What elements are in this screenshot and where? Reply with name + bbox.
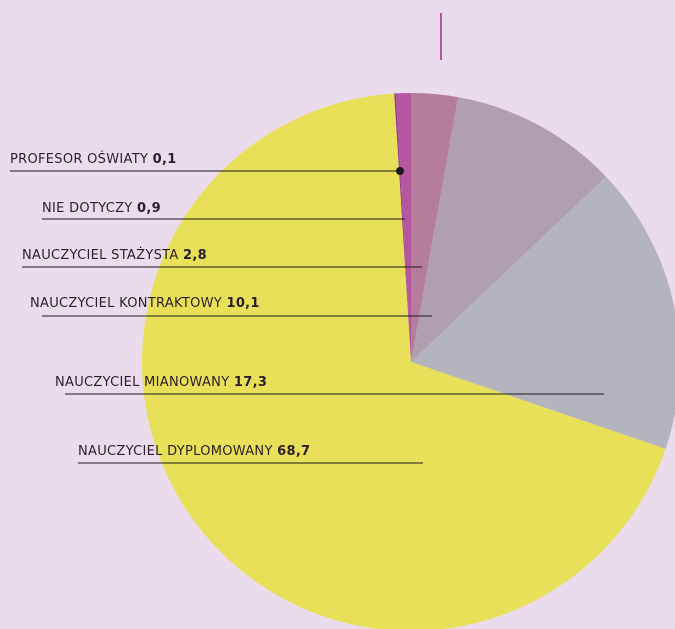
pie-slice: [394, 93, 411, 363]
pie-slice: [395, 93, 412, 362]
pie-slice: [411, 93, 459, 362]
pie: [142, 93, 675, 629]
value-label: 0,1: [153, 152, 177, 167]
category-name: NAUCZYCIEL STAŻYSTA: [22, 247, 179, 263]
slice-label: NAUCZYCIEL MIANOWANY 17,3: [55, 375, 267, 390]
value-label: 10,1: [226, 296, 259, 311]
slice-label: NIE DOTYCZY 0,9: [42, 201, 161, 216]
category-name: NAUCZYCIEL MIANOWANY: [55, 375, 229, 390]
slice-label: NAUCZYCIEL KONTRAKTOWY 10,1: [30, 296, 260, 311]
labels: PROFESOR OŚWIATY 0,1 NIE DOTYCZY 0,9 NAUCZ…: [10, 151, 604, 464]
category-name: NAUCZYCIEL DYPLOMOWANY: [78, 444, 273, 459]
slice-label: PROFESOR OŚWIATY 0,1: [10, 151, 177, 167]
category-name: NAUCZYCIEL KONTRAKTOWY: [30, 296, 222, 311]
value-label: 0,9: [137, 201, 161, 216]
slice-label: NAUCZYCIEL DYPLOMOWANY 68,7: [78, 444, 310, 459]
value-label: 68,7: [277, 444, 310, 459]
pie-slice: [142, 93, 666, 629]
value-label: 17,3: [234, 375, 267, 390]
slice-label: NAUCZYCIEL STAŻYSTA 2,8: [22, 247, 207, 263]
leader-dot: [396, 167, 404, 175]
pie-slice: [411, 176, 675, 449]
category-name: NIE DOTYCZY: [42, 201, 133, 216]
pie-slice: [411, 97, 607, 362]
value-label: 2,8: [183, 248, 207, 263]
category-name: PROFESOR OŚWIATY: [10, 151, 148, 167]
